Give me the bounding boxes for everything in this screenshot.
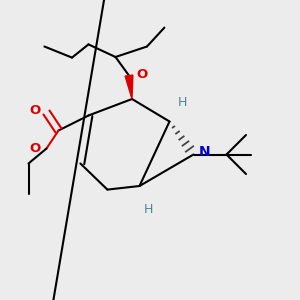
Text: O: O [30, 142, 41, 155]
Polygon shape [125, 75, 133, 99]
Text: H: H [178, 96, 187, 109]
Text: H: H [144, 203, 153, 216]
Text: O: O [136, 68, 148, 81]
Text: O: O [30, 103, 41, 117]
Text: N: N [199, 145, 211, 158]
